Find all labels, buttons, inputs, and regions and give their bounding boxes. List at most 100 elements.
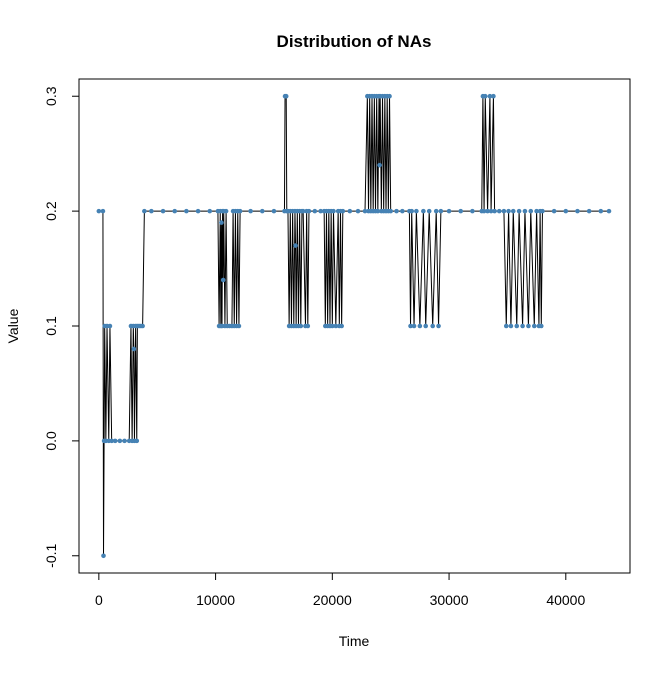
data-point (458, 208, 464, 214)
data-point (481, 208, 487, 214)
series-line (98, 95, 609, 556)
data-point (259, 208, 265, 214)
data-point (107, 323, 113, 329)
data-point (394, 208, 399, 214)
data-point (219, 220, 224, 225)
data-point (271, 208, 277, 214)
data-point (131, 346, 137, 352)
data-point (172, 208, 178, 214)
data-point (508, 323, 514, 329)
data-point (387, 93, 392, 99)
data-point (117, 438, 123, 444)
data-point (248, 208, 253, 214)
y-tick-label: 0.2 (43, 201, 59, 221)
data-point (318, 208, 323, 214)
data-point (298, 323, 304, 329)
data-point (551, 208, 557, 214)
data-point (433, 208, 439, 214)
data-point (112, 438, 118, 444)
data-point (414, 208, 419, 214)
y-tick-label: -0.1 (43, 543, 59, 567)
data-point (470, 208, 475, 214)
y-axis: -0.1 0.0 0.1 0.2 0.3 (43, 86, 80, 568)
data-point (520, 323, 525, 329)
data-point (140, 323, 145, 329)
data-point (142, 208, 147, 214)
data-point (421, 208, 426, 214)
data-point (526, 323, 531, 329)
data-point (223, 208, 229, 214)
data-point (333, 323, 339, 329)
x-tick-label: 0 (95, 592, 103, 608)
data-point (184, 208, 189, 214)
data-point (506, 208, 511, 214)
data-point (438, 208, 444, 214)
data-point (482, 93, 488, 99)
data-point (485, 208, 490, 214)
data-point (423, 323, 429, 329)
data-point (426, 208, 432, 214)
data-point (538, 323, 544, 329)
data-point (510, 208, 516, 214)
data-point (306, 208, 312, 214)
data-point (408, 323, 413, 329)
series-lines (98, 95, 609, 556)
data-point (355, 208, 361, 214)
data-point (96, 208, 102, 214)
data-point (492, 208, 497, 214)
x-tick-label: 40000 (546, 592, 585, 608)
data-point (237, 208, 243, 214)
data-point (586, 208, 592, 214)
series-points (96, 93, 612, 559)
data-point (522, 208, 528, 214)
y-tick-label: 0.1 (43, 316, 59, 336)
data-point (417, 323, 423, 329)
data-point (487, 93, 493, 99)
x-tick-label: 30000 (430, 592, 469, 608)
x-axis-label: Time (339, 633, 370, 649)
chart-title: Distribution of NAs (277, 32, 432, 51)
data-point (516, 208, 522, 214)
data-point (293, 243, 298, 248)
data-point (400, 208, 405, 214)
x-tick-label: 20000 (313, 592, 352, 608)
data-point (300, 208, 306, 214)
y-tick-label: 0.0 (43, 431, 59, 451)
data-point (109, 438, 114, 444)
data-point (160, 208, 166, 214)
data-point (446, 208, 452, 214)
data-point (207, 208, 213, 214)
data-point (411, 323, 417, 329)
data-point (236, 323, 242, 329)
data-point (531, 323, 537, 329)
y-tick-label: 0.3 (43, 86, 59, 106)
data-point (340, 208, 346, 214)
data-point (195, 208, 201, 214)
data-point (488, 208, 494, 214)
data-point (122, 438, 127, 444)
data-point (409, 208, 415, 214)
y-axis-label: Value (5, 308, 21, 343)
data-point (514, 323, 520, 329)
data-point (606, 208, 612, 214)
data-point (430, 323, 436, 329)
data-point (563, 208, 569, 214)
data-point (528, 208, 534, 214)
data-point (362, 208, 368, 214)
data-point (540, 208, 545, 214)
data-point (377, 162, 382, 168)
data-point (149, 208, 154, 214)
x-axis: 0 10000 20000 30000 40000 (95, 572, 585, 608)
data-point (436, 323, 441, 329)
data-point (598, 208, 604, 214)
data-point (220, 277, 226, 283)
plot-frame (78, 78, 631, 574)
data-point (312, 208, 318, 214)
data-point (534, 208, 539, 214)
x-tick-label: 10000 (196, 592, 235, 608)
data-point (503, 323, 509, 329)
data-point (283, 93, 289, 99)
data-point (134, 438, 140, 444)
data-point (388, 208, 393, 214)
